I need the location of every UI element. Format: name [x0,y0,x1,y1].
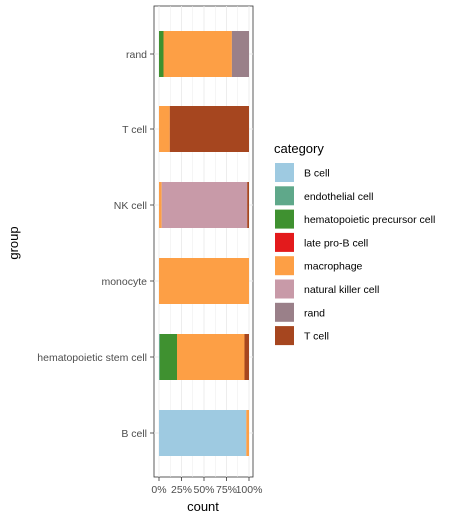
legend-swatch [275,279,294,299]
legend-label: rand [304,307,325,319]
y-tick-label: hematopoietic stem cell [37,352,147,364]
x-tick-label: 0% [151,484,166,496]
bar-segment [159,410,247,456]
bar-segment [159,31,164,77]
legend-swatch [275,302,294,322]
bar-segment [169,106,249,152]
legend-label: natural killer cell [304,284,379,296]
y-tick-label: rand [126,49,147,61]
x-tick-label: 100% [236,484,263,496]
x-axis-ticks: 0% 25% 50% 75%100% [151,477,262,496]
bar-segment [159,334,160,380]
bars [159,31,249,456]
x-tick-label: 50% [193,484,214,496]
bar-segment [159,106,170,152]
legend-label: late pro-B cell [304,237,368,249]
bar-segment [159,258,249,304]
bar-segment [247,182,249,228]
legend-swatch [275,232,294,252]
bar-segment [163,31,232,77]
legend-label: hematopoietic precursor cell [304,214,435,226]
y-axis-title: group [6,226,21,259]
x-tick-label: 25% [171,484,192,496]
y-tick-label: monocyte [101,276,147,288]
y-tick-label: T cell [122,124,147,136]
legend-swatch [275,326,294,346]
bar-segment [177,334,245,380]
legend-label: B cell [304,168,330,180]
x-axis-title: count [187,499,219,514]
x-tick-label: 75% [216,484,237,496]
bar-segment [244,334,249,380]
y-tick-label: NK cell [114,200,147,212]
bar-segment [159,334,177,380]
legend-swatch [275,163,294,182]
legend-swatch [275,209,294,229]
bar-segment [246,410,249,456]
bar-segment [161,182,248,228]
bar-segment [231,31,249,77]
legend-swatch [275,256,294,276]
y-axis-ticks: rand T cell NK cell monocyte hematopoietic s… [37,49,154,440]
bar-segment [159,182,162,228]
legend-swatch [275,186,294,206]
legend: B cell endothelial cell hematopoietic prec… [275,163,435,346]
legend-label: endothelial cell [304,191,373,203]
legend-label: T cell [304,331,329,343]
y-tick-label: B cell [121,428,147,440]
legend-title: category [274,141,324,156]
legend-label: macrophage [304,261,363,273]
